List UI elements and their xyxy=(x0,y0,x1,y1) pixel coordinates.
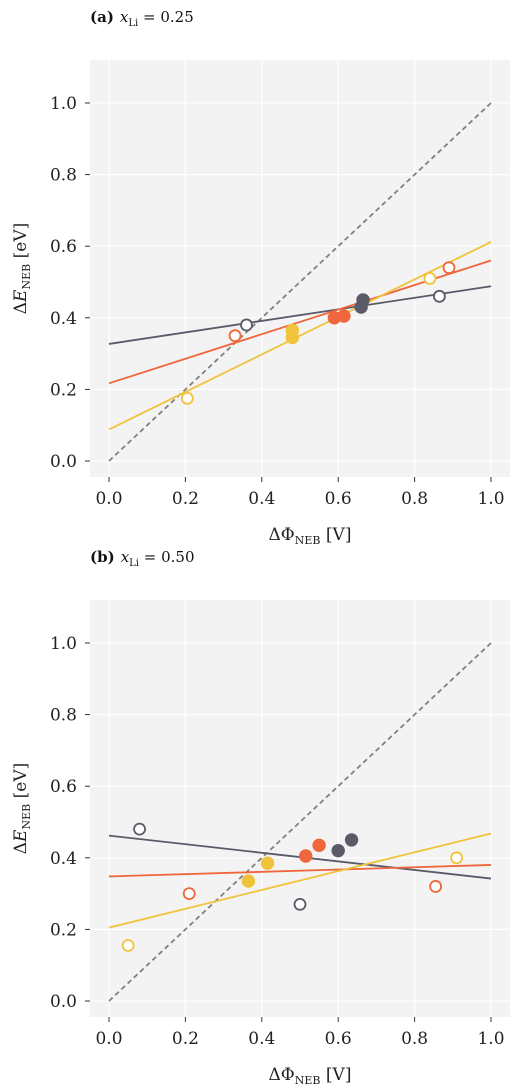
x-tick-label: 0.8 xyxy=(401,489,428,509)
plot-area xyxy=(90,600,510,1017)
x-axis-label: ΔΦNEB [V] xyxy=(269,525,352,547)
fit-line-orange xyxy=(108,864,492,878)
plot-area xyxy=(90,60,510,477)
x-tick-label: 0.6 xyxy=(325,489,352,509)
panel-a-label: (a) xyxy=(90,8,114,26)
x-tick-label: 1.0 xyxy=(477,489,504,509)
y-tick-label: 0.0 xyxy=(50,452,77,472)
panel-b-sub: Li xyxy=(129,558,139,569)
chart-panel-a: 0.0 0.2 0.4 0.6 0.8 1.0 0.0 0.2 0.4 0.6 0.8 1.0 ΔΦNE… xyxy=(11,60,510,547)
open-point-dark xyxy=(133,822,146,836)
diagonal-line xyxy=(108,642,492,1002)
filled-point-yellow xyxy=(285,330,300,345)
x-tick-label: 0.0 xyxy=(95,1029,122,1049)
fit-line-dark xyxy=(108,285,492,345)
y-tick-label: 0.8 xyxy=(50,166,77,186)
x-tick-label: 0.4 xyxy=(248,1029,275,1049)
panel-a-sub: Li xyxy=(128,18,139,29)
panel-b-label: (b) xyxy=(90,548,115,566)
y-tick-label: 0.2 xyxy=(50,380,77,400)
y-tick-label: 0.0 xyxy=(50,992,77,1012)
chart-panel-b: 0.0 0.2 0.4 0.6 0.8 1.0 0.0 0.2 0.4 0.6 0.8 1.0 ΔΦNE… xyxy=(11,600,510,1087)
filled-point-orange xyxy=(299,849,313,863)
y-tick-label: 0.6 xyxy=(50,777,77,797)
x-tick-label: 0.8 xyxy=(401,1029,428,1049)
panel-a-eq: = 0.25 xyxy=(138,8,194,26)
filled-point-yellow xyxy=(260,856,275,870)
filled-point-orange xyxy=(337,309,351,323)
panel-b-var: x xyxy=(120,548,130,566)
fit-line-yellow xyxy=(108,832,492,929)
panel-a-var: x xyxy=(119,8,129,26)
y-tick-label: 1.0 xyxy=(50,94,77,114)
y-axis-label: ΔENEB [eV] xyxy=(11,223,33,314)
open-point-orange xyxy=(442,261,456,275)
x-tick-label: 0.0 xyxy=(95,489,122,509)
open-point-orange xyxy=(228,329,242,343)
filled-point-dark xyxy=(344,833,359,847)
open-point-orange xyxy=(429,880,443,893)
x-tick-label: 0.2 xyxy=(172,1029,199,1049)
y-tick-label: 0.2 xyxy=(50,920,77,940)
y-tick-label: 0.4 xyxy=(50,309,77,329)
filled-point-yellow xyxy=(241,874,256,888)
x-tick-label: 1.0 xyxy=(477,1029,504,1049)
y-tick-label: 0.6 xyxy=(50,237,77,257)
filled-point-dark xyxy=(356,293,370,307)
y-axis-label: ΔENEB [eV] xyxy=(11,763,33,854)
x-axis-label: ΔΦNEB [V] xyxy=(269,1065,352,1087)
open-point-yellow xyxy=(423,272,437,285)
y-tick-label: 1.0 xyxy=(50,634,77,654)
panel-a-title: (a) xLi = 0.25 xyxy=(90,8,194,29)
x-tick-label: 0.4 xyxy=(248,489,275,509)
open-point-yellow xyxy=(180,391,194,405)
y-tick-label: 0.8 xyxy=(50,706,77,726)
filled-point-dark xyxy=(331,843,345,858)
open-point-dark xyxy=(293,897,307,911)
open-point-yellow xyxy=(121,939,135,952)
x-tick-label: 0.6 xyxy=(325,1029,352,1049)
open-point-yellow xyxy=(450,851,464,865)
open-point-orange xyxy=(182,887,196,901)
filled-point-orange xyxy=(312,838,326,852)
open-point-dark xyxy=(240,318,253,332)
panel-b-eq: = 0.50 xyxy=(139,548,195,566)
open-point-dark xyxy=(433,289,446,303)
diagonal-line xyxy=(108,102,492,462)
x-tick-label: 0.2 xyxy=(172,489,199,509)
y-tick-label: 0.4 xyxy=(50,849,77,869)
panel-b-title: (b) xLi = 0.50 xyxy=(90,548,195,569)
